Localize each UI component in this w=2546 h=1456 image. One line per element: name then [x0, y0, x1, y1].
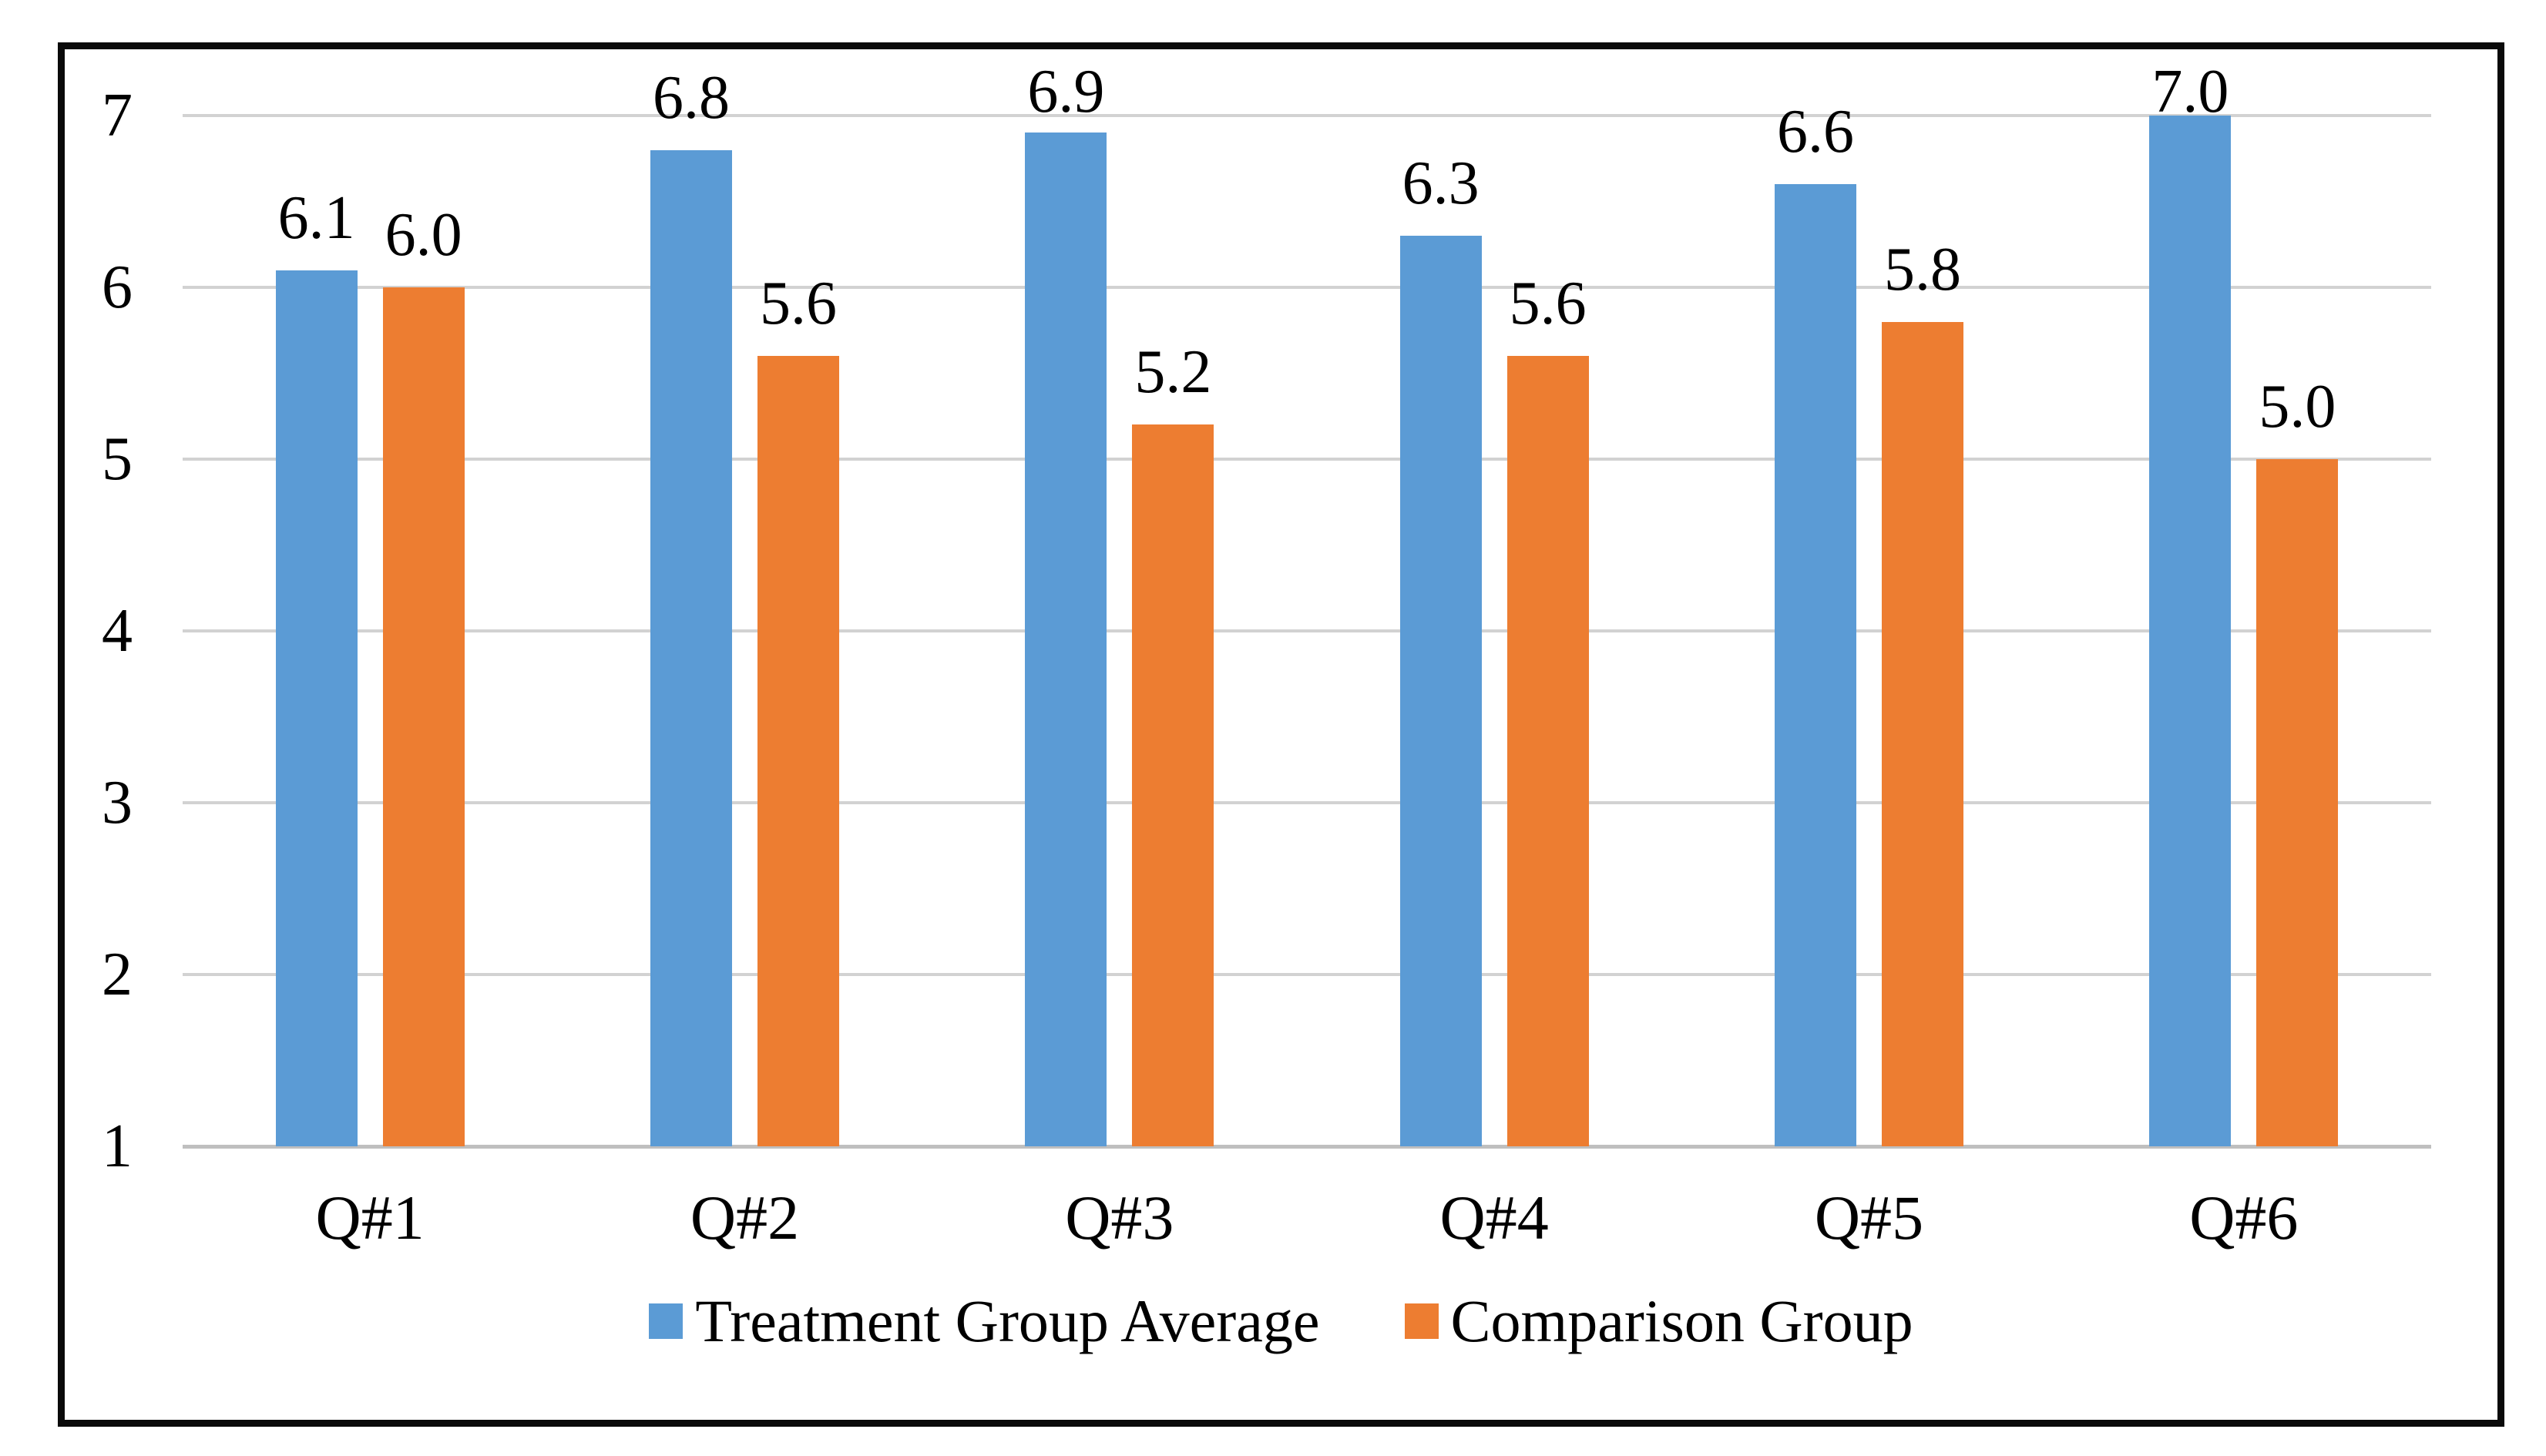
- category-label: Q#3: [1065, 1183, 1174, 1253]
- legend-item-comparison: Comparison Group: [1404, 1287, 1913, 1354]
- legend-swatch-icon: [1404, 1303, 1439, 1339]
- y-tick-label: 6: [102, 253, 133, 321]
- data-label: 5.6: [760, 270, 837, 338]
- bar-comparison: [757, 356, 839, 1146]
- bar-comparison: [1882, 321, 1963, 1146]
- y-tick-label: 2: [102, 941, 133, 1008]
- bar-comparison: [1506, 356, 1589, 1146]
- data-label: 6.0: [385, 201, 462, 269]
- legend-swatch-icon: [649, 1303, 684, 1339]
- data-label: 6.8: [653, 63, 730, 132]
- legend-item-treatment: Treatment Group Average: [649, 1287, 1320, 1354]
- data-label: 5.0: [2259, 373, 2336, 441]
- category-label: Q#5: [1814, 1183, 1924, 1253]
- data-label: 6.3: [1402, 149, 1480, 218]
- legend-label: Treatment Group Average: [695, 1287, 1320, 1354]
- baseline-gridline: [183, 1144, 2431, 1149]
- data-label: 5.6: [1509, 270, 1587, 338]
- bar-treatment: [650, 149, 732, 1146]
- gridline: [183, 629, 2431, 632]
- gridline: [183, 286, 2431, 289]
- category-label: Q#4: [1439, 1183, 1549, 1253]
- gridline: [183, 114, 2431, 117]
- data-label: 6.6: [1777, 98, 1854, 166]
- data-label: 6.9: [1027, 58, 1105, 126]
- bar-treatment: [1025, 133, 1107, 1146]
- bar-treatment: [1399, 236, 1482, 1146]
- bar-comparison: [1132, 424, 1214, 1146]
- category-label: Q#1: [315, 1183, 425, 1253]
- category-label: Q#2: [690, 1183, 800, 1253]
- data-label: 5.2: [1134, 338, 1212, 407]
- data-label: 7.0: [2151, 58, 2229, 126]
- legend-label: Comparison Group: [1450, 1287, 1913, 1354]
- gridline: [183, 973, 2431, 976]
- y-tick-label: 4: [102, 597, 133, 665]
- bar-treatment: [1775, 184, 1856, 1146]
- y-tick-label: 5: [102, 425, 133, 493]
- bar-treatment: [2149, 116, 2232, 1146]
- y-tick-label: 7: [102, 82, 133, 149]
- data-label: 5.8: [1884, 235, 1961, 304]
- y-tick-label: 3: [102, 769, 133, 837]
- gridline: [183, 458, 2431, 461]
- category-label: Q#6: [2189, 1183, 2299, 1253]
- data-label: 6.1: [277, 183, 355, 252]
- chart-frame: 7 6 5 4 3 2 1 6.1 6.0 Q#1 6.8 5.6 Q#2 6.9 5.2 Q#3 6.3 5.6…: [58, 42, 2504, 1427]
- y-tick-label: 1: [102, 1112, 133, 1180]
- bar-treatment: [275, 270, 358, 1146]
- gridline: [183, 801, 2431, 804]
- bar-comparison: [2256, 459, 2339, 1146]
- bar-comparison: [382, 287, 465, 1146]
- legend: Treatment Group Average Comparison Group: [65, 1291, 2497, 1351]
